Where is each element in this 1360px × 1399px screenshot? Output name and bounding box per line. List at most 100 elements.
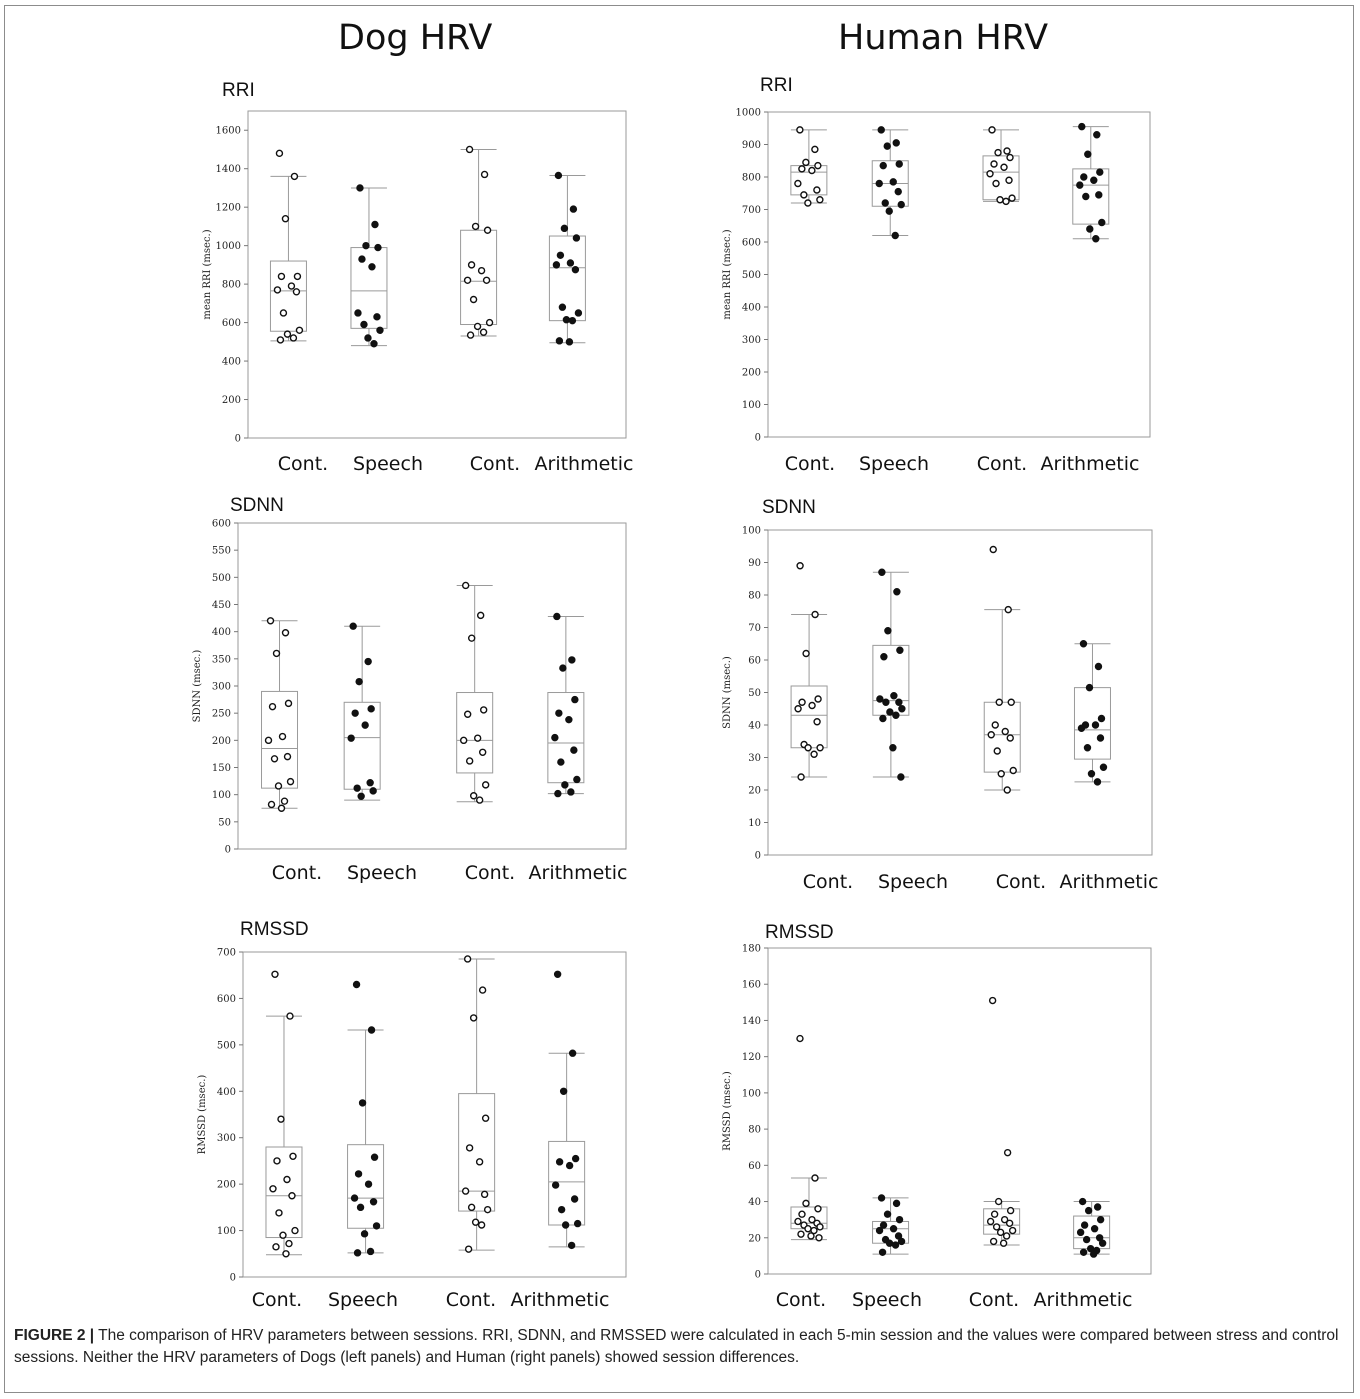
data-point [994, 1197, 1003, 1206]
data-point [467, 634, 476, 642]
y-tick-label: 80 [748, 1125, 761, 1136]
data-point [988, 996, 997, 1005]
data-point [891, 231, 899, 240]
data-point [1093, 131, 1101, 139]
data-point [464, 1245, 473, 1253]
data-point [282, 1250, 290, 1258]
data-point [878, 568, 886, 576]
data-point [349, 622, 357, 630]
data-point [1003, 147, 1011, 155]
data-point [1092, 235, 1100, 243]
data-point [991, 721, 999, 729]
data-point [794, 179, 802, 188]
box-1 [790, 1034, 828, 1242]
box-1 [790, 562, 828, 781]
y-tick-label: 700 [742, 205, 761, 216]
category-label: Arithmetic [535, 453, 634, 475]
data-point [890, 692, 898, 700]
data-point [891, 1241, 900, 1249]
y-tick-label: 100 [217, 1226, 236, 1237]
data-point [1083, 744, 1092, 752]
data-point [368, 263, 376, 271]
y-tick-label: 600 [742, 238, 761, 249]
data-point [567, 788, 575, 796]
data-point [273, 1157, 281, 1165]
data-point [478, 986, 487, 994]
data-point [1096, 1215, 1105, 1224]
data-point [358, 1099, 367, 1107]
y-tick-label: 300 [217, 1133, 236, 1144]
data-point [277, 804, 286, 812]
y-tick-label: 20 [748, 786, 761, 797]
y-tick-label: 0 [225, 845, 231, 856]
data-point [992, 179, 1000, 188]
box-3 [983, 996, 1021, 1247]
y-tick-label: 600 [217, 994, 236, 1005]
category-label: Arithmetic [1041, 453, 1140, 475]
y-tick-label: 0 [755, 851, 761, 862]
data-point [816, 196, 824, 204]
data-point [1086, 225, 1094, 233]
human-column-title: Human HRV [838, 18, 1049, 58]
data-point [463, 710, 472, 718]
y-tick-label: 1000 [216, 241, 241, 252]
data-point [811, 1174, 819, 1182]
data-point [475, 1158, 484, 1166]
y-tick-label: 100 [742, 400, 761, 411]
y-tick-label: 800 [742, 173, 761, 184]
panel-title: RRI [760, 75, 793, 96]
box-1 [269, 149, 307, 344]
data-point [1008, 194, 1016, 202]
data-point [475, 796, 484, 804]
y-tick-label: 300 [212, 682, 231, 693]
data-point [892, 1199, 901, 1208]
y-axis-label: RMSSD (msec.) [197, 1075, 208, 1155]
y-tick-label: 250 [212, 709, 231, 720]
y-tick-label: 100 [742, 1088, 761, 1099]
data-point [571, 1154, 580, 1163]
data-point [986, 170, 994, 178]
data-point [485, 318, 494, 327]
data-point [798, 698, 806, 706]
data-point [362, 241, 370, 250]
data-point [483, 226, 492, 234]
data-point [1082, 1235, 1091, 1244]
data-point [1099, 763, 1108, 771]
data-point [557, 758, 565, 766]
data-point [897, 200, 905, 209]
data-point [999, 1239, 1008, 1247]
data-point [291, 1226, 299, 1235]
data-point [881, 199, 889, 207]
y-tick-label: 450 [212, 600, 231, 611]
data-point [286, 777, 295, 786]
data-point [1000, 1215, 1009, 1224]
data-point [1076, 1228, 1085, 1237]
data-point [483, 1205, 492, 1214]
data-point [1008, 1226, 1017, 1235]
data-point [354, 309, 362, 317]
data-point [808, 1215, 816, 1224]
data-point [557, 1205, 566, 1214]
data-point [814, 695, 822, 703]
data-point [879, 1221, 888, 1229]
data-point [1078, 1197, 1087, 1206]
data-point [802, 1199, 810, 1208]
data-point [367, 1026, 376, 1034]
data-point [555, 337, 564, 345]
data-point [465, 145, 474, 154]
data-point [552, 261, 561, 269]
data-point [797, 1230, 805, 1238]
y-tick-label: 60 [748, 656, 761, 667]
data-point [295, 326, 304, 334]
category-label: Cont. [278, 453, 328, 475]
data-point [1009, 766, 1017, 775]
y-tick-label: 800 [222, 280, 241, 291]
box-4 [548, 970, 586, 1250]
data-point [1097, 714, 1106, 723]
data-point [553, 612, 561, 621]
data-point [479, 706, 488, 714]
y-tick-label: 60 [748, 1161, 761, 1172]
data-point [480, 170, 489, 179]
